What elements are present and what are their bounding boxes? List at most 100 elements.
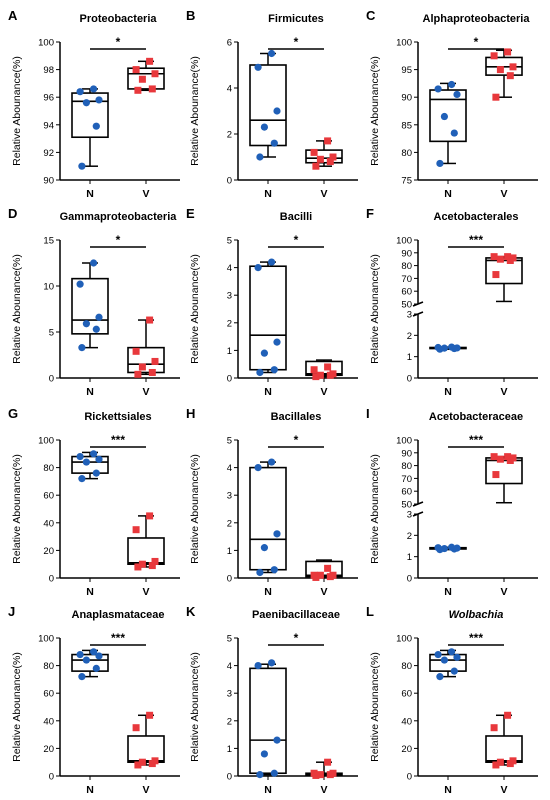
box [429,89,467,143]
data-point [490,453,498,461]
y-tick-label: 2 [407,531,412,542]
series-n [429,543,467,554]
y-tick-label: 0 [407,772,412,783]
chart-title: Bacillales [271,411,322,423]
x-tick-label: V [142,386,149,398]
series-v [127,316,165,378]
data-point [260,544,268,552]
y-tick-label: 70 [401,274,412,285]
data-point [78,673,86,681]
data-point [146,57,154,65]
y-axis-label: Relative Abounance(%) [189,254,201,364]
data-point [310,571,318,579]
y-tick-label: 60 [43,689,54,700]
data-point [316,771,324,779]
data-point [134,761,142,769]
data-point [448,80,456,89]
y-tick-label: 0 [227,374,232,385]
series-v [305,137,343,170]
data-point [151,557,159,565]
x-tick-label: N [86,586,94,598]
y-tick-label: 1 [407,552,412,563]
y-tick-label: 0 [407,574,412,585]
series-v [305,758,343,779]
y-axis-label: Relative Abounance(%) [11,254,23,364]
y-axis-label: Relative Abounance(%) [369,254,381,364]
data-point [134,563,142,571]
data-point [509,757,517,765]
y-tick-label: 0 [227,772,232,783]
series-n [249,49,287,161]
data-point [504,711,512,719]
y-tick-label: 0 [49,772,54,783]
x-tick-label: N [264,586,272,598]
data-point [146,711,154,719]
y-tick-label: 80 [43,661,54,672]
data-point [440,112,448,121]
data-point [151,70,159,78]
y-tick-label: 0 [227,574,232,585]
y-tick-label: 5 [49,328,54,339]
series-n [249,258,287,377]
series-v [485,253,523,303]
panel-label: G [8,406,18,421]
x-tick-label: V [320,784,327,796]
y-tick-label: 90 [401,248,412,259]
data-point [148,562,156,570]
box [249,265,287,371]
chart-title: Gammaproteobacteria [60,211,178,223]
y-axis-label: Relative Abounance(%) [369,56,381,166]
box [485,457,523,485]
data-point [256,368,264,377]
box [249,64,287,147]
y-axis-label: Relative Abounance(%) [11,56,23,166]
box [305,360,343,377]
data-point [326,158,334,166]
x-tick-label: N [264,784,272,796]
data-point [492,761,500,769]
data-point [132,724,140,732]
chart-title: Paenibacillaceae [252,609,340,621]
data-point [316,155,324,163]
data-point [138,75,146,83]
data-point [82,656,90,664]
significance-label: * [116,233,121,247]
box [249,667,287,775]
y-tick-label: 80 [401,661,412,672]
data-point [316,371,324,379]
significance-label: * [294,631,299,645]
data-point [329,571,337,579]
y-tick-label: 2 [227,518,232,529]
data-point [138,758,146,766]
data-point [316,571,324,579]
data-point [496,455,504,463]
panel-a: A Proteobacteria Relative Abounance(%) 90 92… [8,8,180,200]
series-v [305,559,343,581]
chart-title: Anaplasmataceae [72,609,165,621]
data-point [509,254,517,262]
chart-title: Acetobacteraceae [429,411,523,423]
y-tick-label: 40 [401,716,412,727]
panel-d: D Gammaproteobacteria Relative Abounance(%… [8,206,180,398]
y-tick-label: 100 [38,38,54,49]
y-tick-label: 60 [401,689,412,700]
significance-label: * [116,35,121,49]
panel-label: J [8,604,15,619]
y-tick-label: 5 [227,436,232,447]
y-tick-label: 80 [401,461,412,472]
data-point [132,347,140,355]
y-axis-label: Relative Abounance(%) [369,652,381,762]
data-point [448,543,456,551]
data-point [90,259,98,267]
y-tick-label: 3 [227,491,232,502]
data-point [329,769,337,777]
data-point [434,343,442,352]
data-point [270,366,278,374]
panel-e: E Bacilli Relative Abounance(%) 0 1 2 3 4 5 N V * [186,206,358,398]
box [127,346,165,374]
series-v [127,57,165,94]
y-tick-label: 90 [401,448,412,459]
y-tick-label: 1 [227,546,232,557]
panel-g: G Rickettsiales Relative Abounance(%) 0 20 40… [8,406,180,598]
data-point [436,159,444,168]
